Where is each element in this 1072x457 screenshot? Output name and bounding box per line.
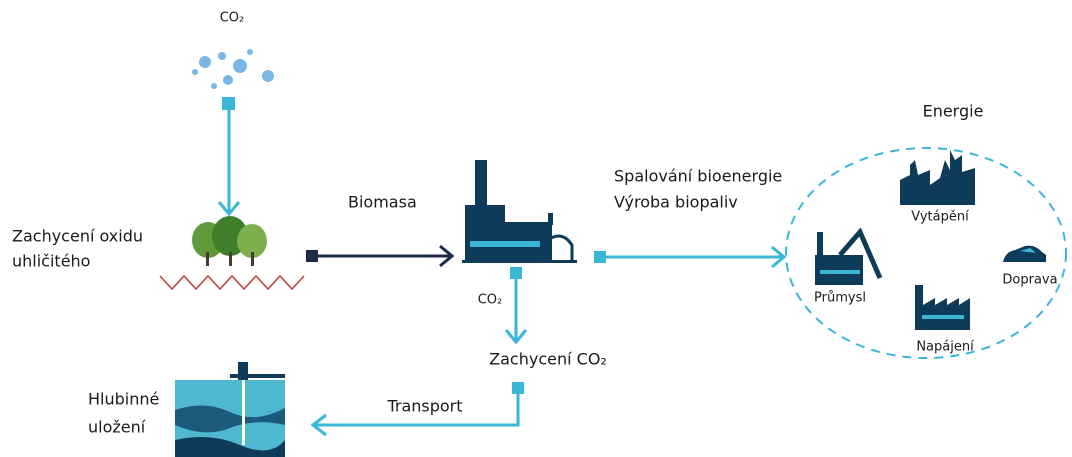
connector — [594, 251, 606, 263]
arrow — [606, 245, 787, 269]
plant-icon — [462, 160, 577, 263]
car-icon — [1003, 245, 1046, 262]
energy-circle — [785, 147, 1067, 359]
transport-label: Transport — [386, 397, 462, 416]
storage-label: Hlubinné — [88, 390, 159, 409]
connector — [512, 382, 524, 394]
use-label: Vytápění — [911, 210, 969, 225]
storage-icon — [175, 362, 285, 457]
plant-label: Spalování bioenergie — [614, 167, 782, 186]
co2-label: CO₂ — [478, 293, 503, 308]
capture-label: uhličitého — [12, 252, 90, 271]
trees — [192, 216, 267, 266]
connector — [222, 97, 235, 110]
use-label: Průmysl — [814, 291, 866, 306]
co2-bubbles — [192, 49, 274, 89]
arrow — [504, 279, 528, 345]
biomass-label: Biomasa — [348, 193, 417, 212]
co2-capture-label: Zachycení CO₂ — [489, 350, 607, 369]
arrow — [310, 394, 520, 437]
ground — [159, 274, 305, 291]
industry-icon — [815, 227, 883, 285]
connector — [306, 250, 318, 262]
use-label: Napájení — [916, 340, 974, 355]
use-label: Doprava — [1002, 273, 1057, 288]
energy-title: Energie — [923, 102, 984, 121]
co2-label: CO₂ — [220, 11, 245, 26]
power-icon — [915, 285, 970, 330]
arrow — [318, 244, 455, 268]
heating-icon — [900, 150, 975, 205]
arrow — [217, 110, 241, 217]
capture-label: Zachycení oxidu — [12, 227, 143, 246]
plant-label: Výroba biopaliv — [614, 193, 738, 212]
connector — [510, 267, 522, 279]
storage-label: uložení — [88, 418, 146, 437]
